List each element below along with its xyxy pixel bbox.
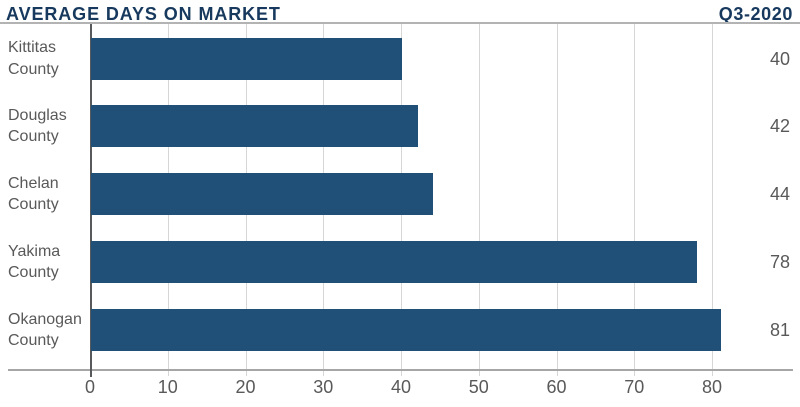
x-tick-label-70: 70	[624, 377, 645, 397]
gridline-50	[478, 24, 480, 376]
gridline-60	[556, 24, 558, 376]
category-label-douglas-county: Douglas County	[8, 106, 67, 146]
category-label-chelan-county: Chelan County	[8, 174, 59, 214]
bar-douglas-county	[91, 105, 418, 148]
x-axis-line	[8, 369, 793, 371]
value-label-douglas-county: 42	[769, 116, 790, 137]
gridline-80	[712, 24, 713, 376]
chart-title: AVERAGE DAYS ON MARKET	[6, 4, 281, 24]
category-label-okanogan-county: Okanogan County	[8, 310, 82, 350]
x-tick-label-10: 10	[157, 377, 178, 397]
chart-period-label: Q3-2020	[718, 4, 793, 24]
category-label-kittitas-county: Kittitas County	[8, 39, 59, 78]
value-label-chelan-county: 44	[769, 184, 790, 205]
bar-yakima-county	[91, 241, 698, 284]
x-tick-label-60: 60	[546, 377, 567, 397]
gridline-70	[634, 24, 636, 376]
x-tick-label-30: 30	[313, 377, 334, 397]
bar-okanogan-county	[91, 309, 721, 352]
bar-chelan-county	[91, 173, 434, 216]
category-label-yakima-county: Yakima County	[8, 242, 61, 282]
x-tick-label-0: 0	[84, 377, 95, 397]
bar-kittitas-county	[91, 37, 402, 80]
x-tick-label-20: 20	[235, 377, 256, 397]
value-label-yakima-county: 78	[769, 252, 790, 273]
x-tick-label-50: 50	[468, 377, 489, 397]
x-tick-label-40: 40	[390, 377, 412, 397]
header-rule	[0, 22, 800, 24]
value-label-kittitas-county: 40	[769, 48, 790, 69]
x-tick-label-80: 80	[701, 377, 723, 397]
value-label-okanogan-county: 81	[769, 320, 790, 341]
